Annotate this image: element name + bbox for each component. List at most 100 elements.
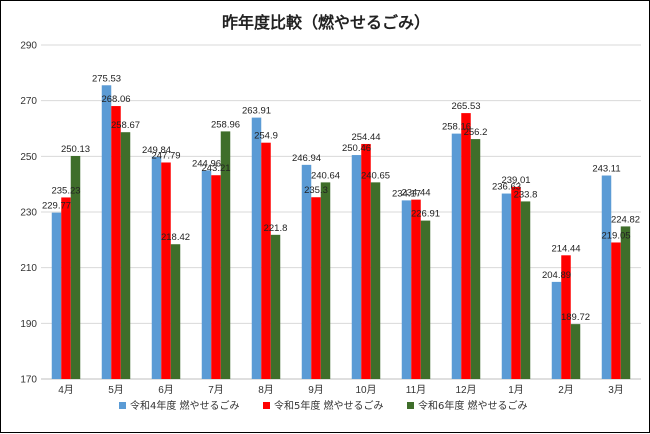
bar	[620, 226, 631, 379]
bar	[351, 155, 362, 379]
data-label: 234.17	[392, 188, 421, 199]
bar	[470, 139, 481, 379]
bar	[361, 143, 371, 379]
data-label: 240.64	[311, 170, 340, 181]
bar	[211, 175, 221, 379]
data-label: 244.96	[192, 158, 221, 169]
bar	[70, 155, 81, 379]
data-label: 265.53	[451, 101, 480, 112]
data-label: 219.05	[601, 230, 630, 241]
bar	[601, 175, 612, 379]
bar	[611, 242, 621, 379]
bar	[411, 199, 421, 379]
data-label: 258.16	[442, 122, 471, 133]
data-label: 224.82	[611, 214, 640, 225]
data-label: 249.84	[142, 145, 171, 156]
data-label: 275.53	[92, 73, 121, 84]
x-tick-label: 2月	[558, 384, 574, 396]
bar	[101, 85, 112, 379]
bar	[270, 234, 281, 379]
bar	[151, 156, 162, 379]
data-label: 239.01	[501, 175, 530, 186]
bar	[520, 201, 531, 379]
bar	[220, 131, 231, 379]
data-label: 218.42	[161, 232, 190, 243]
data-label: 233.8	[514, 189, 538, 200]
bar	[201, 170, 212, 379]
data-label: 254.44	[351, 132, 380, 143]
bar	[61, 197, 71, 379]
data-label: 221.8	[264, 223, 288, 234]
legend-swatch	[263, 402, 270, 409]
bar	[570, 324, 581, 379]
x-tick-label: 10月	[355, 384, 376, 396]
data-label: 263.91	[242, 106, 271, 117]
data-label: 226.91	[411, 209, 440, 220]
bar	[501, 193, 512, 379]
y-tick-label: 230	[20, 208, 37, 219]
legend-label: 令和4年度 燃やせるごみ	[130, 399, 240, 412]
bar	[401, 200, 412, 379]
data-label: 250.13	[61, 144, 90, 155]
bar	[111, 106, 121, 379]
legend-swatch	[407, 402, 414, 409]
y-tick-label: 170	[20, 375, 37, 386]
y-tick-label: 190	[20, 319, 37, 330]
data-label: 254.9	[254, 131, 278, 142]
bar	[370, 182, 381, 379]
y-tick-label: 290	[20, 41, 37, 52]
bar	[320, 182, 331, 379]
bar	[251, 117, 262, 380]
x-tick-label: 9月	[308, 384, 324, 396]
data-label: 250.46	[342, 143, 371, 154]
data-label: 256.2	[464, 127, 488, 138]
data-label: 229.77	[42, 201, 71, 212]
bar	[311, 197, 321, 379]
bar	[120, 132, 131, 379]
data-label: 258.96	[211, 119, 240, 130]
data-label: 268.06	[101, 94, 130, 105]
data-label: 235.3	[304, 185, 328, 196]
legend-label: 令和5年度 燃やせるごみ	[274, 399, 384, 412]
bar	[561, 255, 571, 379]
data-label: 247.79	[151, 150, 180, 161]
x-tick-label: 6月	[158, 384, 174, 396]
bar	[451, 133, 462, 379]
x-tick-label: 1月	[508, 384, 524, 396]
y-tick-label: 210	[20, 263, 37, 274]
data-label: 189.72	[561, 312, 590, 323]
x-tick-label: 11月	[406, 384, 426, 396]
data-label: 236.63	[492, 182, 521, 193]
bar	[511, 186, 521, 379]
x-tick-label: 3月	[608, 384, 624, 396]
x-tick-label: 5月	[108, 384, 124, 396]
data-label: 235.23	[51, 185, 80, 196]
y-tick-label: 270	[20, 96, 37, 107]
data-label: 214.44	[551, 243, 580, 254]
chart-title: 昨年度比較（燃やせるごみ）	[222, 13, 430, 32]
data-label: 243.21	[201, 163, 230, 174]
data-label: 246.94	[292, 153, 321, 164]
x-tick-label: 7月	[208, 384, 224, 396]
bar	[551, 281, 562, 379]
data-label: 204.89	[542, 270, 571, 281]
bar	[301, 164, 312, 379]
bar	[51, 212, 62, 379]
y-tick-label: 250	[20, 152, 37, 163]
x-tick-label: 8月	[258, 384, 274, 396]
legend-label: 令和6年度 燃やせるごみ	[418, 399, 528, 412]
x-tick-label: 4月	[58, 384, 74, 396]
bar	[170, 244, 181, 379]
data-label: 240.65	[361, 170, 390, 181]
x-tick-label: 12月	[455, 384, 476, 396]
data-label: 234.44	[401, 188, 430, 199]
bar	[161, 162, 171, 379]
bar	[461, 113, 471, 380]
legend-swatch	[119, 402, 126, 409]
bar	[261, 142, 271, 379]
data-label: 258.67	[111, 120, 140, 131]
data-label: 243.11	[592, 164, 620, 175]
bar	[420, 220, 431, 379]
